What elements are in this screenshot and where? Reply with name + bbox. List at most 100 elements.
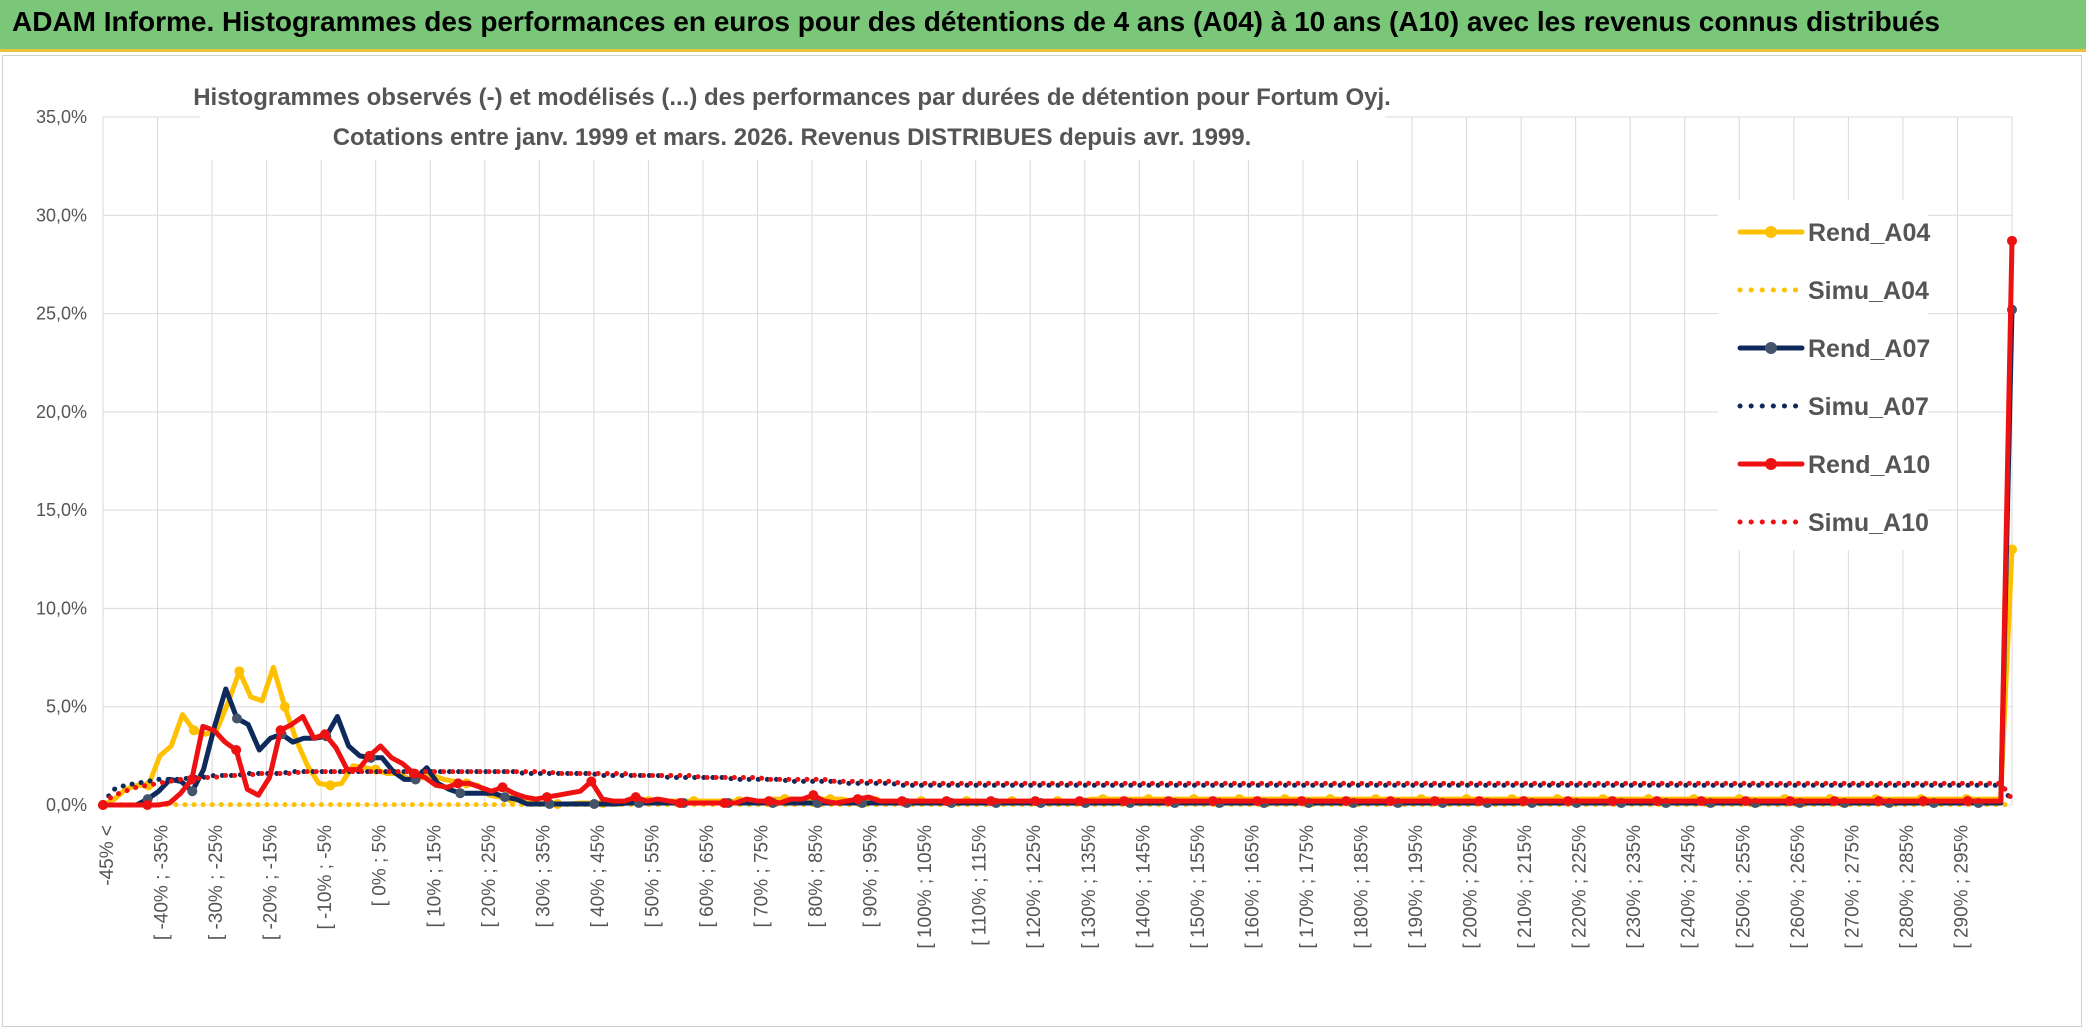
data-point <box>1607 796 1618 807</box>
data-point <box>2007 544 2017 555</box>
x-tick-label: [ 70% ; 75% <box>752 825 773 928</box>
data-point <box>1563 796 1574 807</box>
x-tick-label: [ 160% ; 165% <box>1242 825 1263 949</box>
data-point <box>541 792 552 803</box>
legend-label: Rend_A10 <box>1808 451 1930 479</box>
data-point <box>941 796 952 807</box>
data-point <box>453 778 464 789</box>
data-point <box>1252 796 1263 807</box>
data-point <box>455 788 466 799</box>
data-point <box>719 798 730 809</box>
x-tick-label: [ 290% ; 295% <box>1951 825 1972 949</box>
page-title: ADAM Informe. Histogrammes des performan… <box>12 6 1940 37</box>
x-tick-label: [ -40% ; -35% <box>152 825 173 940</box>
y-tick-label: 20,0% <box>36 402 87 422</box>
data-point <box>1740 796 1751 807</box>
x-tick-label: [ 40% ; 45% <box>588 825 609 928</box>
data-point <box>1207 796 1218 807</box>
data-point <box>275 725 286 736</box>
y-tick-label: 5,0% <box>46 697 87 717</box>
data-point <box>808 790 819 801</box>
y-tick-label: 10,0% <box>36 598 87 618</box>
x-tick-label: [ 210% ; 215% <box>1515 825 1536 949</box>
data-point <box>897 796 908 807</box>
legend-marker <box>1765 226 1777 238</box>
data-point <box>1962 796 1973 807</box>
data-point <box>142 800 153 810</box>
data-point <box>586 776 597 787</box>
x-tick-label: [ 170% ; 175% <box>1297 825 1318 949</box>
chart-title-line2: Cotations entre janv. 1999 et mars. 2026… <box>333 124 1252 151</box>
x-tick-label: [ 260% ; 265% <box>1788 825 1809 949</box>
x-tick-label: [ 50% ; 55% <box>642 825 663 928</box>
series-line-simu-a07 <box>100 769 2015 806</box>
x-tick-label: [ 240% ; 245% <box>1679 825 1700 949</box>
data-point <box>1918 796 1929 807</box>
x-tick-label: [ 180% ; 185% <box>1351 825 1372 949</box>
data-point <box>1829 796 1840 807</box>
x-tick-label: [ 10% ; 15% <box>424 825 445 928</box>
x-tick-label: [ 110% ; 115% <box>970 825 991 946</box>
data-point <box>497 782 508 793</box>
data-point <box>630 792 641 803</box>
legend-label: Rend_A04 <box>1808 219 1930 247</box>
data-point <box>1074 796 1085 807</box>
x-tick-label: [ 60% ; 65% <box>697 825 718 928</box>
legend-label: Simu_A04 <box>1808 277 1929 305</box>
y-tick-label: 30,0% <box>36 205 87 225</box>
x-tick-label: [ 100% ; 105% <box>915 825 936 949</box>
data-point <box>279 701 290 712</box>
legend-marker <box>1765 342 1777 354</box>
data-point <box>1429 796 1440 807</box>
data-point <box>231 744 242 755</box>
data-point <box>234 666 245 677</box>
y-tick-label: 0,0% <box>46 795 87 815</box>
x-tick-label: [ 270% ; 275% <box>1842 825 1863 949</box>
x-axis-ticks: -45% < [ -40% ; -35% [ -30% ; -25% [ -20% ;… <box>97 825 1972 949</box>
data-point <box>188 725 199 736</box>
data-point <box>1030 796 1041 807</box>
x-tick-label: [ 130% ; 135% <box>1079 825 1100 949</box>
data-point <box>1651 796 1662 807</box>
legend-marker <box>1765 458 1777 470</box>
legend-label: Simu_A07 <box>1808 393 1929 421</box>
data-point <box>2007 235 2017 246</box>
data-point <box>1163 796 1174 807</box>
x-tick-label: [ 80% ; 85% <box>806 825 827 928</box>
x-tick-label: [ 280% ; 285% <box>1897 825 1918 949</box>
legend-background <box>1718 200 1928 550</box>
title-background <box>200 72 1385 160</box>
x-tick-label: [ 30% ; 35% <box>533 825 554 928</box>
x-tick-label: [ 230% ; 235% <box>1624 825 1645 949</box>
data-point <box>675 798 686 809</box>
data-point <box>1518 796 1529 807</box>
data-point <box>763 796 774 807</box>
data-point <box>1873 796 1884 807</box>
legend: Rend_A04 Simu_A04 Rend_A07 Simu_A07 Rend_A10… <box>1718 200 1930 550</box>
chart-title-line1: Histogrammes observés (-) et modélisés (… <box>193 84 1391 111</box>
legend-label: Simu_A10 <box>1808 509 1929 537</box>
x-tick-label: [ -30% ; -25% <box>206 825 227 940</box>
data-point <box>364 750 375 761</box>
series-layer <box>98 235 2017 810</box>
data-point <box>589 799 600 810</box>
data-point <box>1696 796 1707 807</box>
data-point <box>1785 796 1796 807</box>
data-point <box>231 713 242 724</box>
x-tick-label: [ 200% ; 205% <box>1461 825 1482 949</box>
header-bar: ADAM Informe. Histogrammes des performan… <box>0 0 2086 52</box>
data-point <box>1119 796 1130 807</box>
data-point <box>325 780 336 791</box>
data-point <box>1385 796 1396 807</box>
y-tick-label: 25,0% <box>36 304 87 324</box>
x-tick-label: [ 0% ; 5% <box>370 825 391 906</box>
chart-frame <box>2 55 2082 1027</box>
data-point <box>1474 796 1485 807</box>
y-tick-label: 15,0% <box>36 500 87 520</box>
x-tick-label: [ 220% ; 225% <box>1570 825 1591 949</box>
x-tick-label: [ -10% ; -5% <box>315 825 336 930</box>
data-point <box>1296 796 1307 807</box>
x-tick-label: -45% < <box>97 825 118 886</box>
x-tick-label: [ 190% ; 195% <box>1406 825 1427 949</box>
